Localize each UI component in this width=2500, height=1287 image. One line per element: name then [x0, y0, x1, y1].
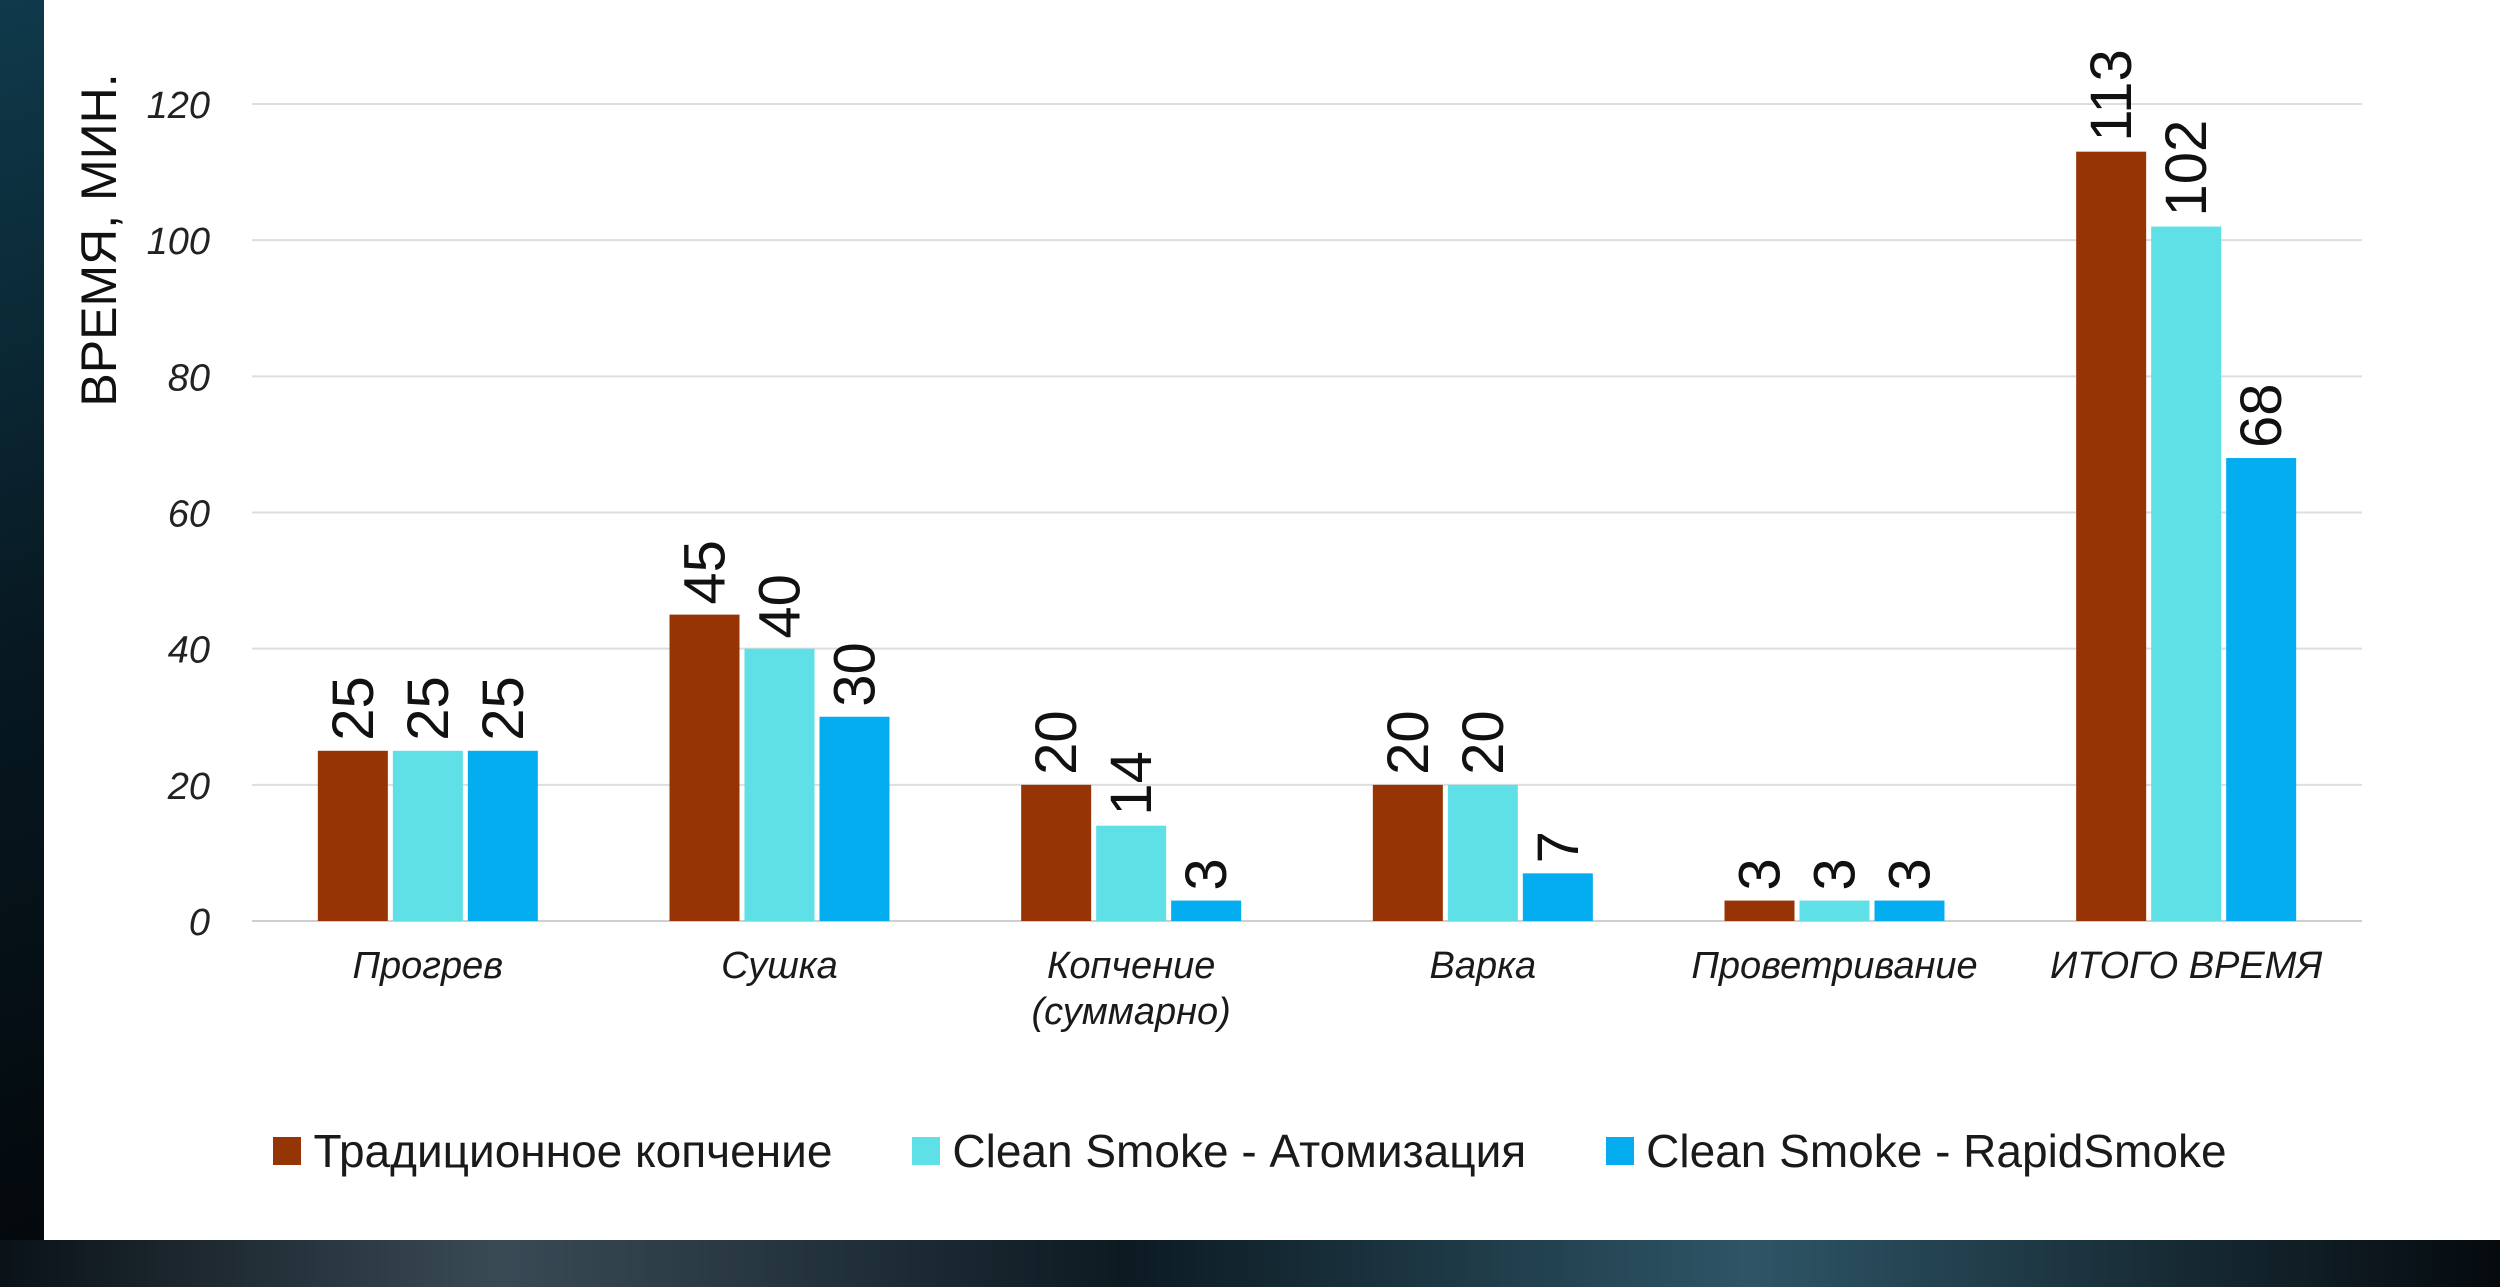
- x-category-label: ИТОГО ВРЕМЯ: [2050, 945, 2322, 987]
- data-label: 68: [2229, 384, 2294, 449]
- data-label: 3: [1174, 858, 1239, 890]
- x-category-label: Проветривание: [1691, 945, 1977, 987]
- legend-label-traditional: Традиционное копчение: [313, 1125, 833, 1177]
- bar: [1447, 784, 1518, 921]
- y-tick-label: 120: [147, 85, 210, 127]
- data-label: 25: [471, 676, 536, 741]
- bar: [1372, 784, 1443, 921]
- bar: [2151, 226, 2222, 922]
- data-label: 20: [1024, 710, 1089, 775]
- data-label: 3: [1803, 858, 1868, 890]
- legend-item-traditional: Традиционное копчение: [273, 1124, 832, 1178]
- y-tick-label: 40: [168, 630, 210, 672]
- y-tick-label: 20: [167, 766, 210, 808]
- y-tick-label: 0: [189, 902, 210, 944]
- legend-item-atomization: Clean Smoke - Атомизация: [912, 1124, 1526, 1178]
- data-label: 102: [2154, 120, 2219, 217]
- x-category-label: Сушка: [721, 945, 838, 987]
- bar: [1171, 900, 1242, 921]
- legend-label-rapidsmoke: Clean Smoke - RapidSmoke: [1646, 1125, 2227, 1177]
- legend: Традиционное копчение Clean Smoke - Атом…: [0, 1120, 2500, 1182]
- data-label: 25: [321, 676, 386, 741]
- data-label: 14: [1099, 751, 1164, 816]
- data-label: 20: [1451, 710, 1516, 775]
- y-tick-label: 60: [168, 494, 210, 536]
- y-tick-label: 80: [168, 357, 210, 399]
- data-label: 30: [823, 642, 888, 707]
- bar: [467, 750, 538, 921]
- data-label: 7: [1526, 831, 1591, 863]
- bar: [1096, 825, 1167, 921]
- x-category-label: Варка: [1429, 945, 1536, 987]
- bar: [1799, 900, 1870, 921]
- x-category-label: (суммарно): [1032, 991, 1231, 1033]
- data-label: 3: [1728, 858, 1793, 890]
- bar: [2076, 151, 2147, 922]
- background-band: [0, 1240, 2500, 1287]
- bar: [2226, 458, 2297, 921]
- data-label: 25: [396, 676, 461, 741]
- bar: [1021, 784, 1092, 921]
- y-axis-label: ВРЕМЯ, МИН.: [71, 73, 127, 406]
- bar: [744, 648, 815, 921]
- x-category-label: Копчение: [1047, 945, 1215, 987]
- data-label: 113: [2079, 49, 2144, 141]
- data-label: 20: [1376, 710, 1441, 775]
- legend-item-rapidsmoke: Clean Smoke - RapidSmoke: [1606, 1124, 2227, 1178]
- data-label: 40: [748, 574, 813, 639]
- data-label: 3: [1878, 858, 1943, 890]
- legend-swatch-atomization: [912, 1137, 941, 1165]
- bar: [392, 750, 463, 921]
- bar: [819, 716, 890, 921]
- legend-label-atomization: Clean Smoke - Атомизация: [952, 1125, 1527, 1177]
- bar: [669, 614, 740, 921]
- legend-swatch-traditional: [273, 1137, 302, 1165]
- y-tick-label: 100: [147, 221, 210, 263]
- bar: [1522, 873, 1593, 921]
- bar: [1874, 900, 1945, 921]
- data-label: 45: [673, 540, 738, 605]
- bar: [1724, 900, 1795, 921]
- x-category-label: Прогрев: [353, 945, 504, 987]
- legend-swatch-rapidsmoke: [1606, 1137, 1635, 1165]
- bar: [317, 750, 388, 921]
